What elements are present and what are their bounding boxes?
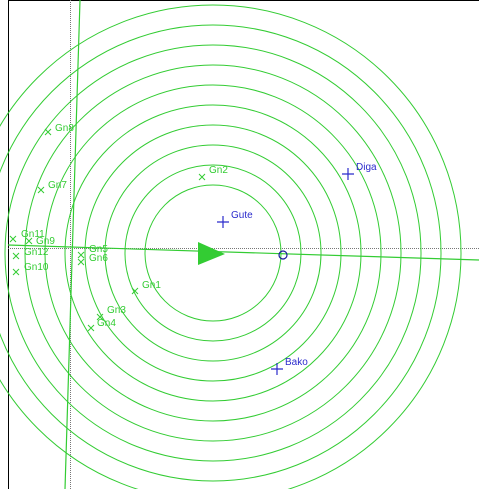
grid-node[interactable]: Gn12 bbox=[12, 247, 49, 260]
x-marker-icon bbox=[12, 252, 20, 260]
range-ring bbox=[0, 4, 462, 489]
grid-node-label: Gn4 bbox=[97, 318, 116, 329]
station-bako[interactable]: Bako bbox=[271, 357, 308, 375]
grid-node-label: Gn1 bbox=[142, 280, 161, 291]
plus-marker-icon bbox=[342, 168, 354, 180]
grid-node[interactable]: Gn5 bbox=[77, 244, 108, 259]
direction-arrow-icon bbox=[198, 242, 225, 265]
grid-node-label: Gn7 bbox=[48, 180, 67, 191]
range-ring bbox=[64, 104, 362, 402]
x-marker-icon bbox=[87, 324, 95, 332]
grid-node-layer: Gn1 Gn2 Gn3 Gn4 Gn5 Gn6 Gn7 Gn8 Gn9 Gn10… bbox=[9, 123, 228, 332]
range-ring bbox=[4, 44, 422, 462]
station-layer: Gute Diga Bako bbox=[217, 162, 377, 375]
range-ring bbox=[44, 84, 382, 422]
grid-node-label: Gn11 bbox=[21, 229, 45, 240]
x-marker-icon bbox=[44, 128, 52, 136]
grid-node-label: Gn6 bbox=[89, 253, 108, 264]
origin-circle-icon bbox=[278, 250, 288, 260]
grid-node-label: Gn2 bbox=[209, 165, 228, 176]
grid-node[interactable]: Gn9 bbox=[25, 236, 55, 247]
grid-node[interactable]: Gn10 bbox=[12, 262, 49, 276]
grid-node-label: Gn3 bbox=[107, 305, 126, 316]
range-rings bbox=[0, 4, 462, 489]
grid-node[interactable]: Gn11 bbox=[9, 229, 45, 243]
station-label: Bako bbox=[285, 357, 308, 368]
cross-axis-line bbox=[64, 0, 81, 489]
grid-node-label: Gn12 bbox=[24, 247, 49, 258]
x-marker-icon bbox=[198, 173, 206, 181]
range-ring bbox=[0, 24, 442, 482]
x-marker-icon bbox=[37, 186, 45, 194]
grid-node-label: Gn10 bbox=[24, 262, 49, 273]
station-diga[interactable]: Diga bbox=[342, 162, 377, 180]
grid-node[interactable]: Gn2 bbox=[198, 165, 228, 181]
grid-node-label: Gn5 bbox=[89, 244, 108, 255]
x-marker-icon bbox=[77, 258, 85, 266]
grid-node[interactable]: Gn1 bbox=[131, 280, 161, 295]
grid-node[interactable]: Gn3 bbox=[96, 305, 126, 321]
x-marker-icon bbox=[9, 235, 17, 243]
x-marker-icon bbox=[96, 313, 104, 321]
plus-marker-icon bbox=[271, 363, 283, 375]
range-ring bbox=[124, 164, 302, 342]
grid-node[interactable]: Gn7 bbox=[37, 180, 67, 194]
station-label: Gute bbox=[231, 210, 253, 221]
bearing-axis-line bbox=[7, 244, 479, 261]
x-marker-icon bbox=[77, 251, 85, 259]
grid-node-label: Gn9 bbox=[36, 236, 55, 247]
grid-node[interactable]: Gn8 bbox=[44, 123, 74, 136]
x-marker-icon bbox=[25, 237, 33, 245]
plus-marker-icon bbox=[217, 216, 229, 228]
grid-node-label: Gn8 bbox=[55, 123, 74, 134]
x-marker-icon bbox=[131, 287, 139, 295]
range-ring bbox=[104, 144, 322, 362]
grid-node[interactable]: Gn6 bbox=[77, 253, 108, 266]
range-ring bbox=[144, 184, 282, 322]
x-marker-icon bbox=[12, 268, 20, 276]
station-label: Diga bbox=[356, 162, 377, 173]
station-gute[interactable]: Gute bbox=[217, 210, 253, 228]
range-ring bbox=[24, 64, 402, 442]
grid-node[interactable]: Gn4 bbox=[87, 318, 116, 332]
range-ring bbox=[84, 124, 342, 382]
